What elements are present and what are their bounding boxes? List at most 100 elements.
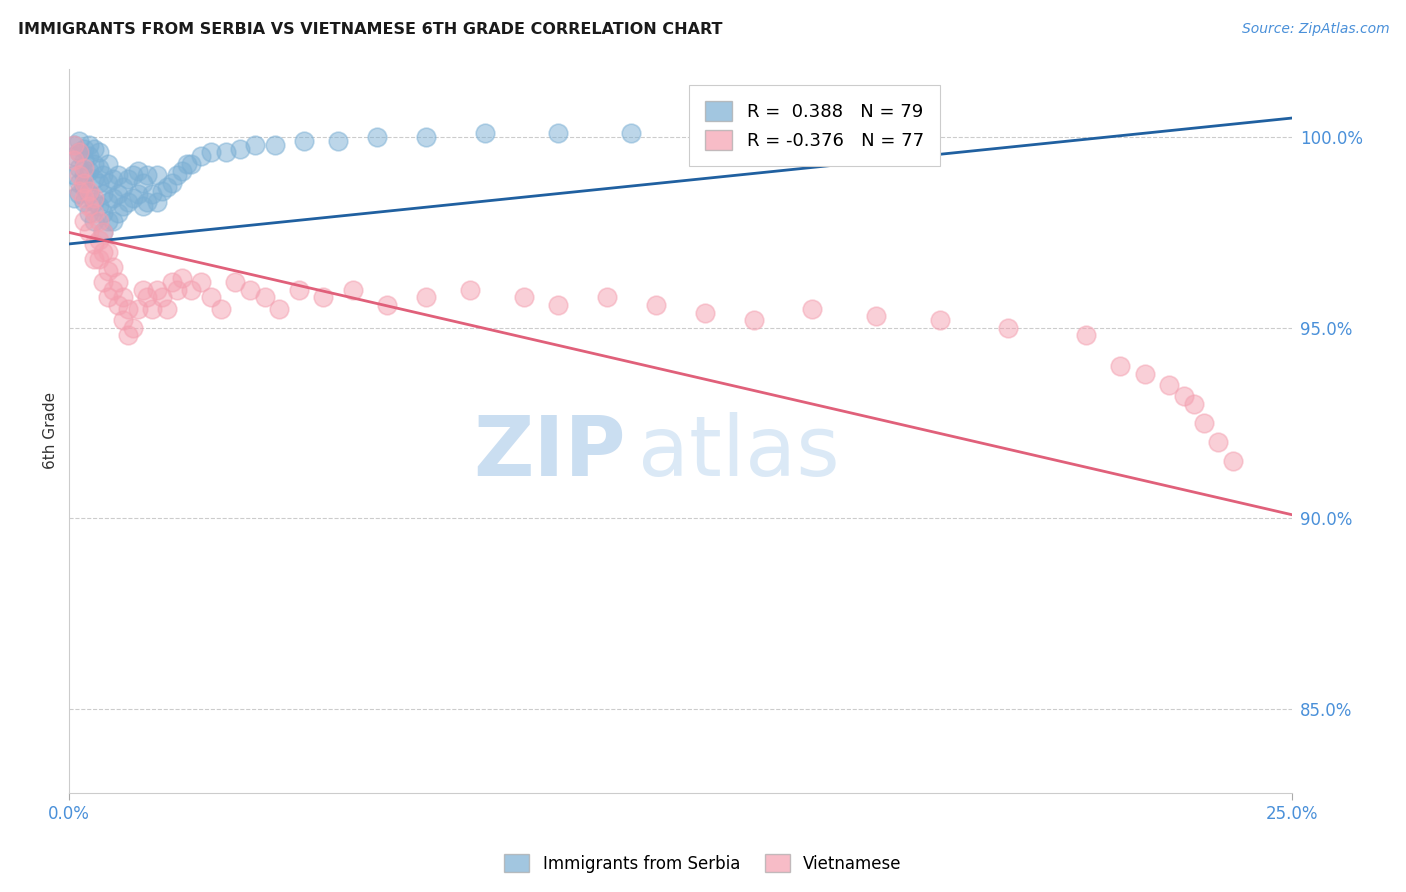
Point bbox=[170, 164, 193, 178]
Point bbox=[997, 320, 1019, 334]
Point bbox=[269, 301, 291, 316]
Point bbox=[136, 290, 159, 304]
Point bbox=[63, 191, 86, 205]
Point bbox=[83, 142, 105, 156]
Point bbox=[166, 169, 188, 183]
Point bbox=[73, 179, 96, 194]
Point bbox=[190, 149, 212, 163]
Point bbox=[292, 134, 315, 148]
Point bbox=[63, 169, 86, 183]
Point bbox=[63, 153, 86, 167]
Point bbox=[160, 176, 183, 190]
Point bbox=[93, 187, 115, 202]
Point bbox=[117, 172, 139, 186]
Point bbox=[93, 226, 115, 240]
Point bbox=[73, 153, 96, 167]
Point bbox=[77, 187, 100, 202]
Point bbox=[107, 169, 129, 183]
Point bbox=[83, 172, 105, 186]
Point bbox=[97, 194, 120, 209]
Point bbox=[121, 169, 143, 183]
Point bbox=[1133, 367, 1156, 381]
Point bbox=[107, 298, 129, 312]
Point bbox=[415, 290, 437, 304]
Point bbox=[229, 142, 252, 156]
Point bbox=[97, 176, 120, 190]
Point bbox=[127, 164, 149, 178]
Point bbox=[83, 252, 105, 267]
Point bbox=[87, 145, 110, 160]
Point bbox=[156, 301, 179, 316]
Point bbox=[1222, 454, 1244, 468]
Point bbox=[67, 176, 90, 190]
Text: atlas: atlas bbox=[637, 412, 839, 493]
Point bbox=[67, 134, 90, 148]
Point bbox=[73, 191, 96, 205]
Point bbox=[73, 142, 96, 156]
Point bbox=[103, 214, 125, 228]
Point bbox=[136, 169, 159, 183]
Point bbox=[928, 313, 950, 327]
Point bbox=[63, 149, 86, 163]
Point bbox=[103, 260, 125, 274]
Point bbox=[97, 244, 120, 259]
Point bbox=[67, 145, 90, 160]
Text: Source: ZipAtlas.com: Source: ZipAtlas.com bbox=[1241, 22, 1389, 37]
Point bbox=[83, 157, 105, 171]
Point bbox=[1182, 397, 1205, 411]
Point bbox=[77, 206, 100, 220]
Point bbox=[117, 194, 139, 209]
Point bbox=[131, 176, 153, 190]
Point bbox=[146, 194, 169, 209]
Point bbox=[77, 184, 100, 198]
Point bbox=[97, 290, 120, 304]
Point bbox=[342, 283, 364, 297]
Point bbox=[73, 176, 96, 190]
Point bbox=[263, 137, 285, 152]
Point bbox=[63, 137, 86, 152]
Point bbox=[103, 191, 125, 205]
Point bbox=[93, 275, 115, 289]
Point bbox=[77, 199, 100, 213]
Point bbox=[67, 187, 90, 202]
Point bbox=[547, 298, 569, 312]
Point bbox=[243, 137, 266, 152]
Point bbox=[93, 206, 115, 220]
Point bbox=[97, 214, 120, 228]
Point bbox=[141, 301, 163, 316]
Point bbox=[97, 157, 120, 171]
Point bbox=[170, 271, 193, 285]
Point bbox=[73, 169, 96, 183]
Point bbox=[150, 184, 173, 198]
Point bbox=[97, 263, 120, 277]
Point bbox=[312, 290, 335, 304]
Point bbox=[73, 161, 96, 175]
Point bbox=[67, 161, 90, 175]
Point bbox=[73, 214, 96, 228]
Point bbox=[215, 145, 238, 160]
Point bbox=[127, 187, 149, 202]
Point bbox=[77, 137, 100, 152]
Point bbox=[190, 275, 212, 289]
Point bbox=[458, 283, 481, 297]
Point bbox=[693, 305, 716, 319]
Point bbox=[1173, 389, 1195, 403]
Point bbox=[865, 310, 887, 324]
Point bbox=[111, 313, 134, 327]
Point bbox=[87, 252, 110, 267]
Point bbox=[474, 126, 496, 140]
Point bbox=[224, 275, 246, 289]
Point bbox=[841, 119, 863, 133]
Point bbox=[513, 290, 536, 304]
Point bbox=[127, 301, 149, 316]
Point bbox=[83, 236, 105, 251]
Point bbox=[107, 187, 129, 202]
Point bbox=[87, 214, 110, 228]
Point bbox=[200, 145, 222, 160]
Point bbox=[596, 290, 619, 304]
Point bbox=[1159, 378, 1181, 392]
Point bbox=[253, 290, 276, 304]
Point bbox=[141, 187, 163, 202]
Y-axis label: 6th Grade: 6th Grade bbox=[44, 392, 58, 469]
Point bbox=[160, 275, 183, 289]
